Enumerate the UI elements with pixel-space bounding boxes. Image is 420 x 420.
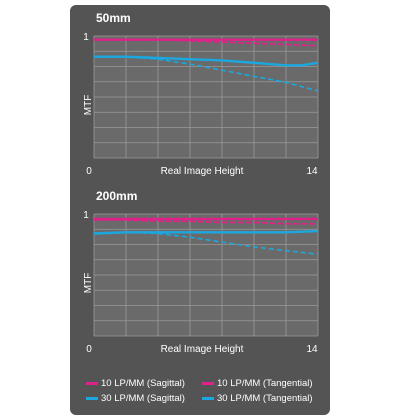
chart-1: 200mm 1 MTF 0 14 Real Image Height [83,189,319,355]
legend-swatch [86,396,98,400]
chart-title: 50mm [96,11,131,25]
legend-swatch [202,396,214,400]
series-line-1 [94,219,318,225]
x-tick-label: 14 [306,344,318,355]
x-axis-label: Real Image Height [161,344,244,355]
chart-0: 50mm 1 MTF 0 14 Real Image Height [83,11,319,177]
series-line-3 [93,231,319,256]
y-tick-label: 1 [83,32,89,43]
chart-title: 200mm [96,189,137,203]
series-line-2 [93,229,319,235]
y-axis-label: MTF [83,273,94,294]
series-line-1 [94,38,319,47]
legend-swatch [86,381,98,385]
legend-item-10-sagittal: 10 LP/MM (Sagittal) [86,376,185,390]
x-tick-label: 0 [86,166,92,177]
series-line-3 [94,55,319,92]
legend-label: 10 LP/MM (Tangential) [217,377,313,389]
x-tick-label: 14 [306,166,318,177]
x-tick-label: 0 [86,344,92,355]
x-axis-label: Real Image Height [161,166,244,177]
legend-item-10-tangential: 10 LP/MM (Tangential) [202,376,313,390]
legend-label: 30 LP/MM (Tangential) [217,392,313,404]
legend-label: 30 LP/MM (Sagittal) [101,392,185,404]
legend-label: 10 LP/MM (Sagittal) [101,377,185,389]
y-axis-label: MTF [83,95,94,116]
legend: 10 LP/MM (Sagittal) 10 LP/MM (Tangential… [70,376,330,410]
legend-swatch [202,381,214,385]
legend-item-30-tangential: 30 LP/MM (Tangential) [202,391,313,405]
y-tick-label: 1 [83,210,89,221]
legend-item-30-sagittal: 30 LP/MM (Sagittal) [86,391,185,405]
